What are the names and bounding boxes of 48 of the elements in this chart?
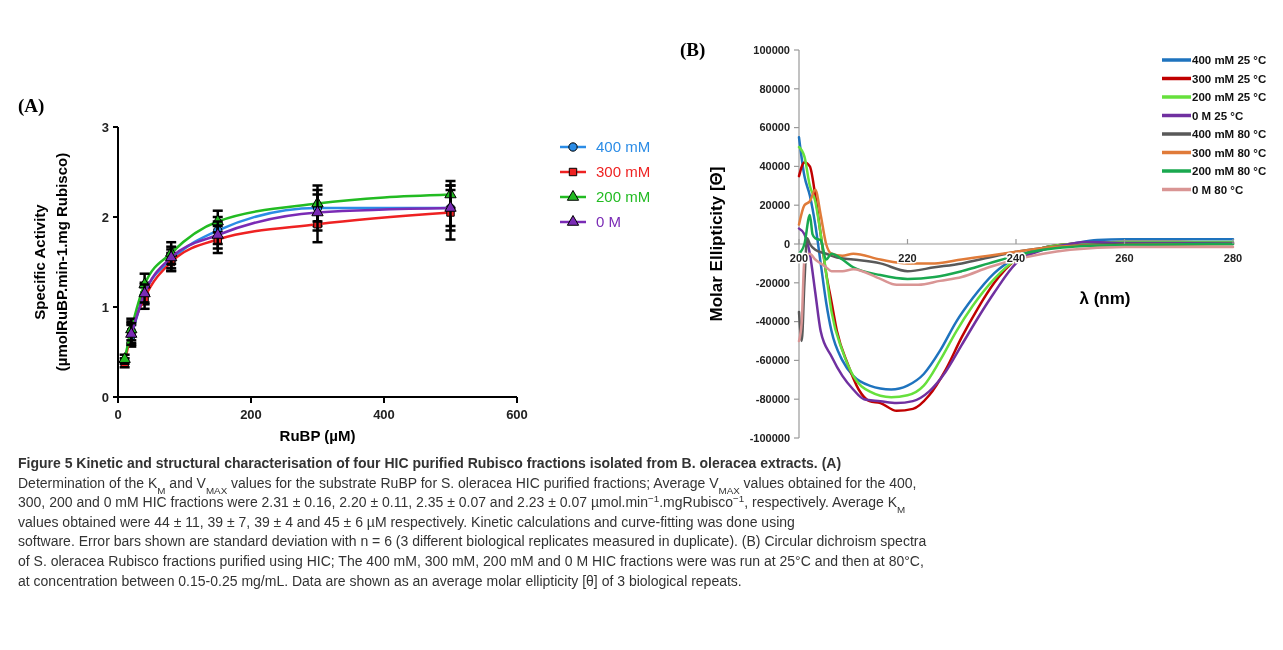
legend-label: 400 mM 80 °C [1192,128,1267,141]
legend-label: 300 mM 80 °C [1192,146,1267,159]
y-tick-label: 40000 [759,160,790,173]
legend-label: 300 mM [596,163,651,181]
y-tick-label: -60000 [755,354,790,367]
chart-title: (A) [18,95,45,117]
x-tick-label: 200 [789,252,809,264]
y-tick-label: 0 [783,237,790,250]
y-tick-label: 100000 [753,43,790,56]
x-tick-label: 220 [898,252,917,264]
y-tick-label: 80000 [759,82,790,95]
x-tick-label: 280 [1223,252,1243,264]
legend-label: 200 mM 80 °C [1192,165,1267,178]
legend-label: 0 M 80 °C [1192,183,1244,196]
text: Determination of the K$_{M}$ and V$_{MAX}$ values for the substrate RuBP for S. oleracea HIC purified fractions; Average V$_{MAX}$ values obtained for the 400, [18,474,917,496]
legend-label: 0 M 25 °C [1192,109,1244,122]
x-tick-label: 200 [240,407,262,422]
legend-label: 300 mM 25 °C [1192,72,1267,85]
legend-label: 0 M [596,213,622,231]
x-tick-label: 260 [1115,252,1134,264]
text: at concentration between 0.15-0.25 mg/mL. Data are shown as an average molar ellipticity [θ] of 3 biological repeats. [18,572,742,589]
legend-label: 400 mM [596,138,651,156]
y-tick-label: 0 [101,389,109,405]
x-axis-title: RuBP (µM) [279,427,356,444]
x-tick-label: 0 [114,407,122,422]
y-tick-label: 2 [101,209,109,225]
x-tick-label: 240 [1006,252,1026,264]
y-tick-label: -80000 [755,393,790,406]
y-tick-label: -20000 [755,276,790,289]
x-tick-label: 400 [373,407,395,422]
caption: Figure 5 Kinetic and structural characterisation of four HIC purified Rubisco fractions isolated from B. oleracea extracts. (A) [18,455,842,471]
y-tick-label: 60000 [759,121,790,134]
y-tick-label: -100000 [749,431,790,444]
y-tick-label: 20000 [759,199,790,212]
y-tick-label: 1 [101,299,109,315]
x-tick-label: 600 [506,407,528,422]
y-tick-label: -40000 [755,315,790,328]
x-axis-title: λ (nm) [1079,289,1131,308]
chart-title: (B) [680,39,706,61]
legend-label: 200 mM 25 °C [1192,91,1267,104]
y-axis-title: Molar Ellipticity [Θ] [707,166,726,322]
text: software. Error bars shown are standard deviation with n = 6 (3 different biological replicates measured in duplicate). (B) Circular dichroism spectra [18,533,927,550]
y-axis-title: Specific Activity (µmolRuBP.min-1.mg Rubisco) [31,152,70,372]
text: values obtained were 44 ± 11, 39 ± 7, 39 ± 4 and 45 ± 6 µM respectively. Kinetic calculations and curve-fitting was done using [18,513,795,530]
text: of S. oleracea Rubisco fractions purified using HIC; The 400 mM, 300 mM, 200 mM and 0 M HIC fractions were was run at 25°C and then at 80°C, [18,553,924,569]
legend-label: 400 mM 25 °C [1192,54,1267,67]
y-tick-label: 3 [101,119,109,135]
legend-label: 200 mM [596,188,651,206]
